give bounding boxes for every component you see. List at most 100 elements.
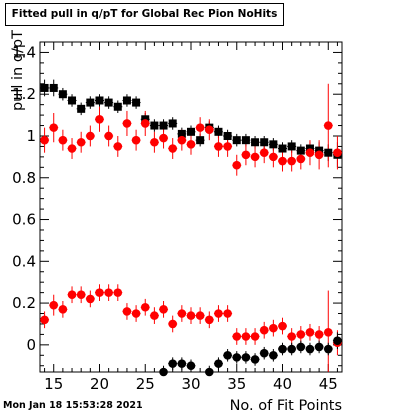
data-point-circle bbox=[58, 135, 68, 145]
data-point-circle bbox=[269, 350, 278, 360]
data-point-circle bbox=[259, 348, 269, 358]
x-tick-label: 45 bbox=[319, 375, 338, 393]
data-point-circle bbox=[296, 342, 306, 352]
data-point-circle bbox=[269, 152, 278, 162]
data-point-circle bbox=[159, 133, 168, 143]
data-point-circle bbox=[232, 332, 242, 341]
data-point-circle bbox=[223, 309, 232, 318]
x-tick-label: 20 bbox=[90, 375, 109, 393]
data-point-square bbox=[232, 136, 241, 145]
data-point-circle bbox=[250, 355, 260, 364]
data-point-circle bbox=[113, 288, 123, 297]
data-point-circle bbox=[287, 156, 296, 166]
data-point-circle bbox=[104, 288, 113, 297]
data-point-circle bbox=[104, 131, 113, 141]
data-point-square bbox=[68, 96, 77, 105]
y-tick-label: 1.4 bbox=[12, 43, 36, 61]
data-point-square bbox=[95, 96, 104, 105]
y-tick-label: 0.4 bbox=[12, 252, 36, 270]
y-tick-label: 0.8 bbox=[12, 169, 36, 187]
data-point-square bbox=[86, 98, 95, 107]
data-point-circle bbox=[86, 294, 95, 304]
data-point-circle bbox=[269, 323, 278, 333]
x-tick-label: 15 bbox=[44, 375, 63, 393]
data-point-circle bbox=[159, 367, 168, 377]
data-point-circle bbox=[67, 144, 77, 153]
data-point-circle bbox=[177, 309, 187, 318]
data-point-square bbox=[223, 131, 232, 140]
data-point-circle bbox=[287, 344, 296, 354]
data-point-circle bbox=[86, 131, 95, 141]
data-point-circle bbox=[49, 123, 59, 132]
data-point-square bbox=[296, 146, 305, 155]
data-point-circle bbox=[323, 344, 333, 354]
data-point-square bbox=[251, 138, 260, 147]
data-point-circle bbox=[333, 336, 342, 345]
data-point-circle bbox=[131, 309, 141, 318]
data-point-circle bbox=[113, 142, 123, 151]
data-point-circle bbox=[76, 290, 86, 300]
data-point-circle bbox=[205, 315, 214, 325]
data-point-square bbox=[177, 129, 186, 138]
data-point-circle bbox=[232, 353, 242, 362]
data-point-circle bbox=[296, 154, 306, 164]
y-tick-label: 0 bbox=[26, 336, 36, 354]
y-tick-label: 0.2 bbox=[12, 294, 36, 312]
data-point-circle bbox=[259, 148, 269, 157]
data-point-circle bbox=[186, 311, 196, 320]
data-point-circle bbox=[305, 328, 315, 337]
data-point-square bbox=[104, 98, 113, 107]
data-point-circle bbox=[67, 290, 77, 300]
data-point-circle bbox=[305, 344, 315, 354]
y-tick-label: 0.6 bbox=[12, 211, 36, 229]
data-point-circle bbox=[168, 319, 177, 329]
timestamp: Mon Jan 18 15:53:28 2021 bbox=[3, 400, 143, 411]
data-point-circle bbox=[214, 142, 223, 151]
chart-title-box: Fitted pull in q/pT for Global Rec Pion … bbox=[5, 3, 284, 26]
data-point-square bbox=[278, 144, 287, 153]
data-point-circle bbox=[205, 367, 214, 377]
data-point-square bbox=[260, 138, 269, 147]
chart-title: Fitted pull in q/pT for Global Rec Pion … bbox=[11, 8, 278, 20]
x-tick-label: 35 bbox=[227, 375, 246, 393]
data-point-circle bbox=[314, 150, 324, 160]
data-point-circle bbox=[287, 332, 296, 341]
y-tick-label: 1 bbox=[26, 127, 36, 145]
data-point-circle bbox=[250, 332, 260, 341]
data-point-circle bbox=[333, 148, 342, 157]
data-point-circle bbox=[214, 359, 223, 368]
data-point-circle bbox=[186, 140, 196, 149]
data-point-circle bbox=[323, 328, 333, 337]
data-point-circle bbox=[241, 332, 251, 341]
x-tick-label: 30 bbox=[181, 375, 200, 393]
data-point-circle bbox=[296, 330, 306, 339]
data-point-circle bbox=[40, 135, 49, 145]
data-point-square bbox=[77, 104, 86, 113]
data-point-square bbox=[132, 98, 141, 107]
data-point-circle bbox=[131, 135, 141, 145]
x-axis-label: No. of Fit Points bbox=[230, 398, 342, 414]
data-point-circle bbox=[122, 307, 132, 316]
data-point-circle bbox=[259, 325, 269, 335]
data-point-circle bbox=[49, 300, 59, 310]
data-point-circle bbox=[223, 142, 232, 151]
data-point-circle bbox=[205, 125, 214, 135]
data-point-square bbox=[241, 136, 250, 145]
data-point-square bbox=[196, 136, 205, 145]
data-point-circle bbox=[223, 350, 232, 360]
data-point-square bbox=[40, 83, 49, 92]
data-point-circle bbox=[232, 160, 242, 170]
y-tick-label: 1.2 bbox=[12, 85, 36, 103]
data-point-circle bbox=[323, 121, 333, 130]
data-point-circle bbox=[177, 359, 187, 368]
data-point-circle bbox=[168, 359, 177, 368]
data-point-circle bbox=[278, 156, 287, 166]
data-point-circle bbox=[195, 311, 205, 320]
data-point-square bbox=[150, 121, 159, 130]
data-point-circle bbox=[186, 361, 196, 371]
data-point-circle bbox=[159, 305, 168, 314]
data-point-circle bbox=[140, 119, 150, 128]
data-point-circle bbox=[40, 315, 49, 325]
data-point-square bbox=[113, 102, 122, 111]
